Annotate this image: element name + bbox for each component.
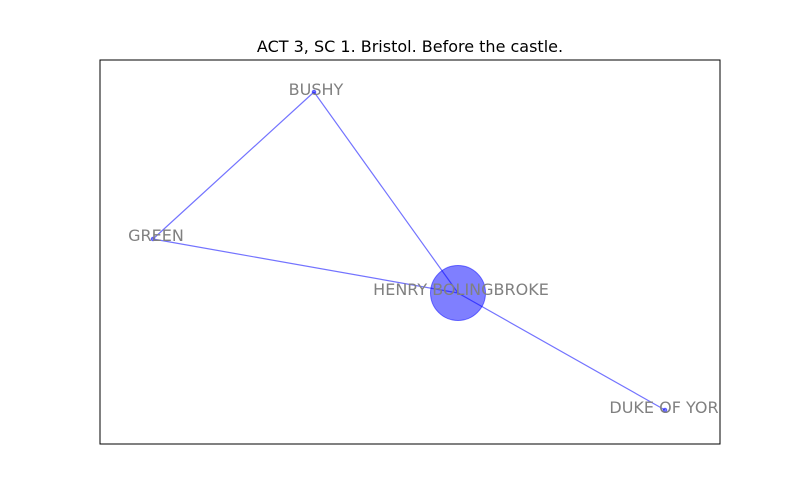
edges-layer bbox=[152, 91, 666, 411]
nodes-layer bbox=[150, 89, 668, 413]
node-label-bushy: BUSHY bbox=[289, 80, 344, 99]
node-bushy bbox=[311, 89, 317, 95]
node-henry bbox=[430, 265, 486, 321]
node-green bbox=[150, 236, 156, 242]
node-label-henry: HENRY BOLINGBROKE bbox=[373, 280, 549, 299]
node-york bbox=[662, 407, 668, 413]
labels-layer: BUSHY GREEN HENRY BOLINGBROKE DUKE OF YOR bbox=[128, 80, 718, 417]
node-label-green: GREEN bbox=[128, 226, 184, 245]
edge-bushy-henry bbox=[313, 91, 459, 294]
plot-frame bbox=[99, 59, 721, 445]
chart-title: ACT 3, SC 1. Bristol. Before the castle. bbox=[257, 37, 563, 56]
edge-bushy-green bbox=[152, 91, 315, 240]
node-label-york: DUKE OF YOR bbox=[609, 398, 718, 417]
edge-henry-york bbox=[457, 292, 666, 411]
edge-green-henry bbox=[152, 238, 459, 294]
